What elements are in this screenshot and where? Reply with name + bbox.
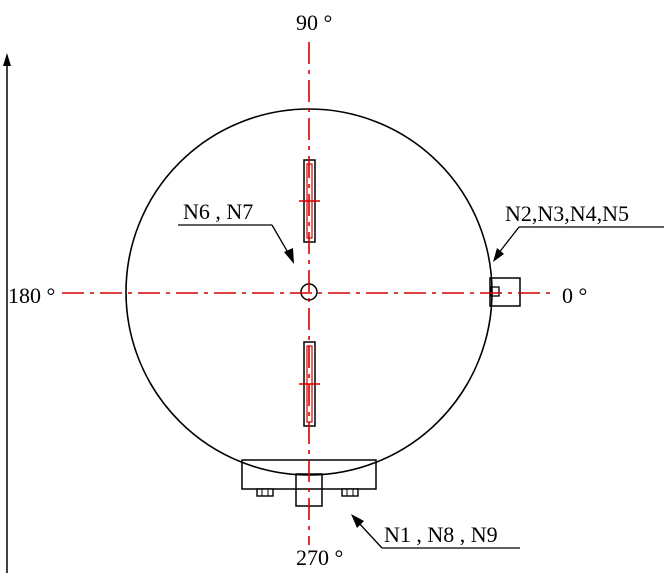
leader-center	[178, 224, 294, 264]
nozzle-label-bottom: N1 , N8 , N9	[384, 522, 498, 547]
angle-label-right: 0 °	[562, 283, 587, 308]
angle-label-left: 180 °	[8, 283, 55, 308]
nozzle-label-center: N6 , N7	[183, 199, 253, 224]
leader-right	[493, 226, 664, 262]
left-dimension-line	[3, 53, 11, 573]
nozzle-label-right: N2,N3,N4,N5	[505, 201, 629, 226]
side-nozzle-box	[489, 277, 521, 307]
leader-bottom	[351, 514, 520, 549]
angle-label-top: 90 °	[296, 10, 332, 35]
angle-label-bottom: 270 °	[296, 545, 343, 570]
left-bolt-head-icon	[256, 488, 274, 497]
right-bolt-head-icon	[341, 488, 359, 497]
